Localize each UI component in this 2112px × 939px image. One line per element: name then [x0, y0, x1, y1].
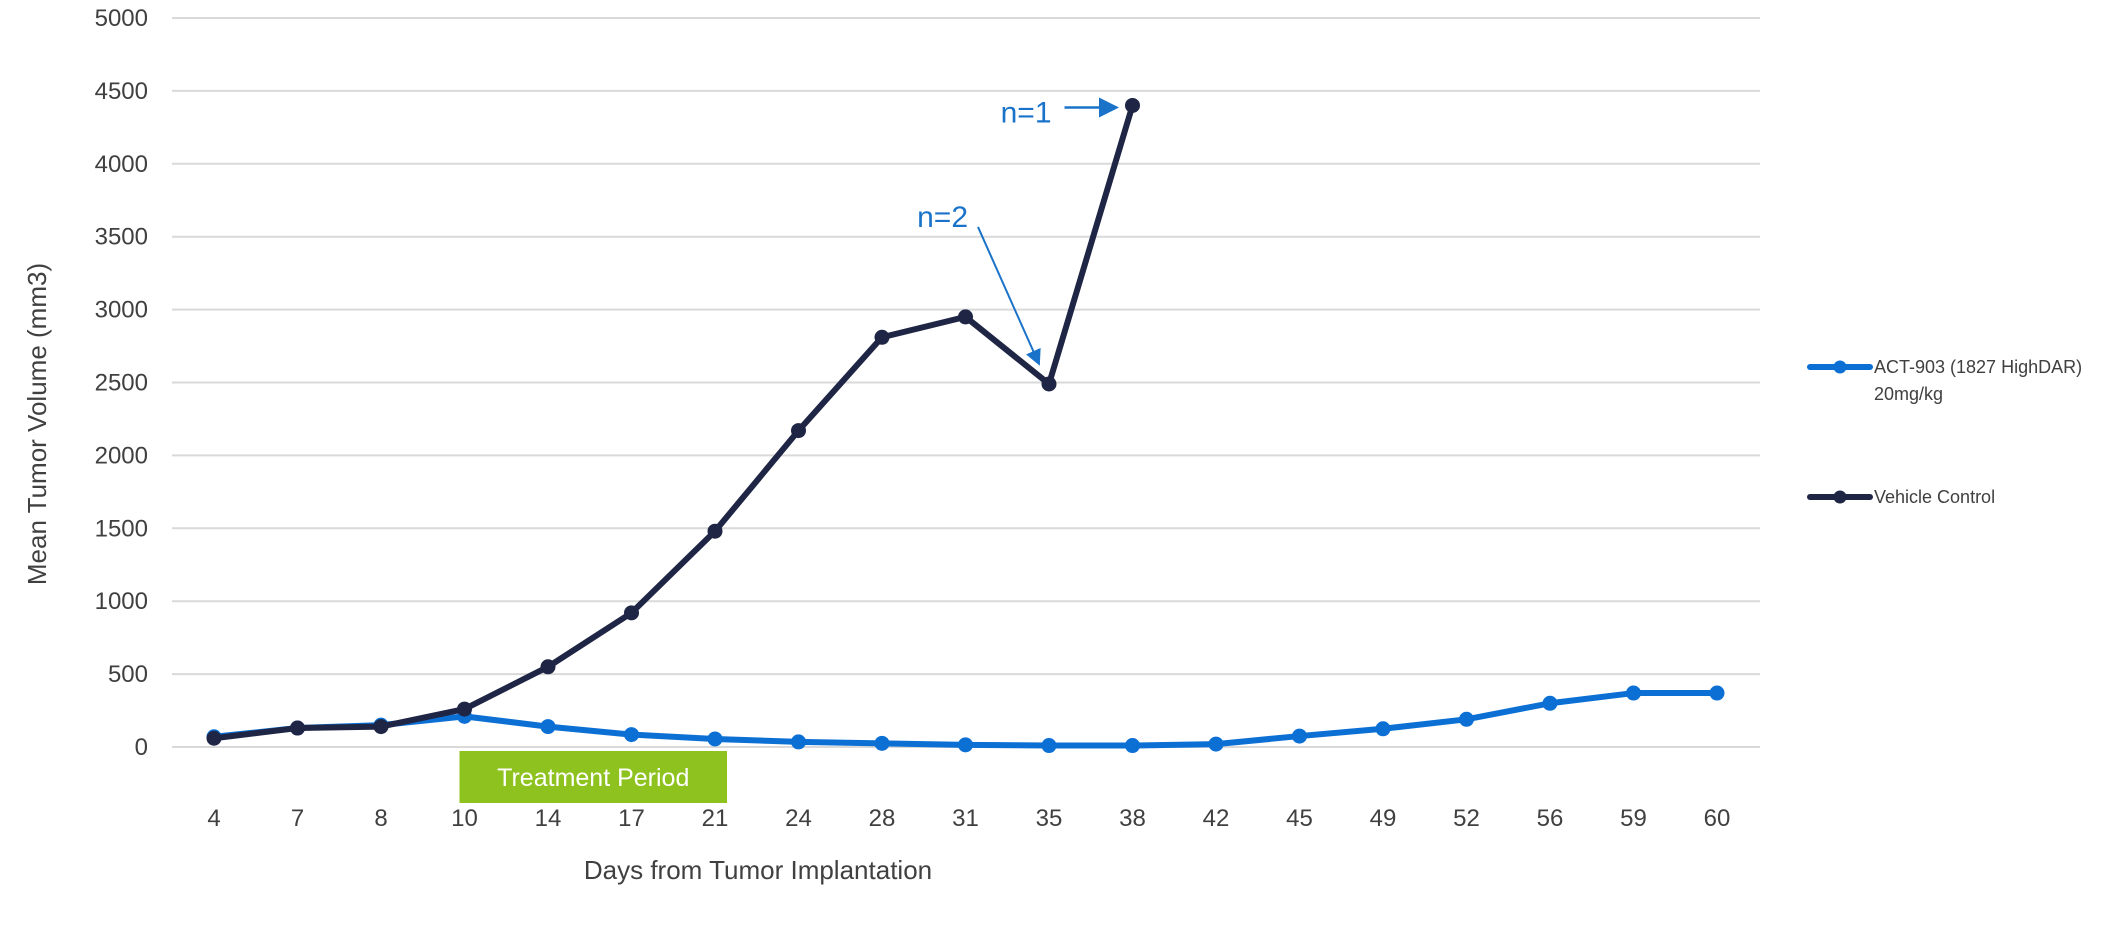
x-tick-label: 49 [1370, 805, 1397, 832]
data-point [540, 659, 556, 675]
x-axis-title: Days from Tumor Implantation [584, 855, 932, 885]
data-point [373, 719, 389, 735]
data-point [707, 523, 723, 539]
y-tick-label: 3500 [95, 224, 148, 251]
data-point [1125, 97, 1140, 113]
x-tick-label: 56 [1537, 805, 1564, 832]
data-point [874, 735, 890, 751]
y-tick-label: 2500 [95, 370, 148, 397]
x-tick-label: 8 [374, 805, 387, 832]
annotations: n=1 n=2 [917, 96, 1119, 366]
x-tick-label: 42 [1203, 805, 1230, 832]
x-tick-label: 14 [535, 805, 562, 832]
treatment-period-band: Treatment Period [459, 751, 727, 803]
x-tick-label: 17 [618, 805, 645, 832]
data-point [624, 605, 639, 621]
x-tick-label: 21 [702, 805, 729, 832]
data-point [1375, 721, 1391, 737]
legend-label: 20mg/kg [1874, 384, 1943, 404]
data-point [958, 309, 973, 325]
x-tick-label: 10 [451, 805, 478, 832]
y-tick-label: 2000 [95, 442, 148, 469]
data-point [1626, 685, 1641, 701]
data-point [791, 734, 806, 750]
x-tick-label: 4 [207, 805, 220, 832]
series-lines [206, 97, 1725, 754]
data-point [1459, 711, 1474, 727]
data-point [1041, 376, 1057, 392]
x-axis-ticks: 4 7 8 10 14 17 21 24 28 31 35 38 42 45 49 52 56 59 60 [207, 805, 1730, 832]
data-point [457, 701, 472, 717]
data-point [1709, 685, 1725, 701]
y-tick-label: 3000 [95, 297, 148, 324]
data-point [624, 727, 639, 743]
data-point [707, 731, 723, 747]
data-point [290, 720, 305, 736]
annotation-n1: n=1 [1001, 96, 1052, 129]
x-tick-label: 31 [952, 805, 979, 832]
x-tick-label: 38 [1119, 805, 1146, 832]
legend-swatch-marker [1833, 490, 1847, 504]
data-point [540, 719, 556, 735]
x-tick-label: 28 [869, 805, 896, 832]
x-tick-label: 7 [291, 805, 304, 832]
treatment-period-box [459, 751, 727, 803]
x-tick-label: 35 [1036, 805, 1063, 832]
annotation-n2: n=2 [917, 201, 968, 234]
data-point [1542, 695, 1558, 711]
data-point [1292, 728, 1307, 744]
y-tick-label: 5000 [95, 5, 148, 32]
x-tick-label: 60 [1704, 805, 1731, 832]
data-point [791, 423, 806, 439]
data-point [1041, 738, 1057, 754]
series-line-1 [211, 102, 1136, 742]
y-tick-label: 500 [108, 661, 148, 688]
gridlines [172, 17, 1760, 748]
y-tick-label: 1000 [95, 588, 148, 615]
x-tick-label: 24 [785, 805, 812, 832]
x-tick-label: 52 [1453, 805, 1480, 832]
y-tick-label: 1500 [95, 515, 148, 542]
data-point [1208, 736, 1224, 752]
data-point [206, 730, 222, 746]
y-tick-label: 0 [135, 734, 148, 761]
legend-label: Vehicle Control [1874, 487, 1995, 507]
legend: ACT-903 (1827 HighDAR) 20mg/kg Vehicle Con… [1807, 357, 2082, 507]
data-point [1125, 738, 1140, 754]
data-point [958, 737, 973, 753]
x-tick-label: 45 [1286, 805, 1313, 832]
data-point [874, 329, 890, 345]
treatment-period-label: Treatment Period [497, 764, 689, 792]
annotation-n2-arrow [977, 226, 1041, 366]
y-axis-ticks: 0 500 1000 1500 2000 2500 3000 3500 4000 4500 5000 [95, 5, 148, 761]
y-tick-label: 4000 [95, 151, 148, 178]
legend-label: ACT-903 (1827 HighDAR) [1874, 357, 2082, 377]
y-tick-label: 4500 [95, 78, 148, 105]
legend-swatch-marker [1833, 360, 1847, 374]
y-axis-title: Mean Tumor Volume (mm3) [22, 263, 52, 585]
x-tick-label: 59 [1620, 805, 1647, 832]
